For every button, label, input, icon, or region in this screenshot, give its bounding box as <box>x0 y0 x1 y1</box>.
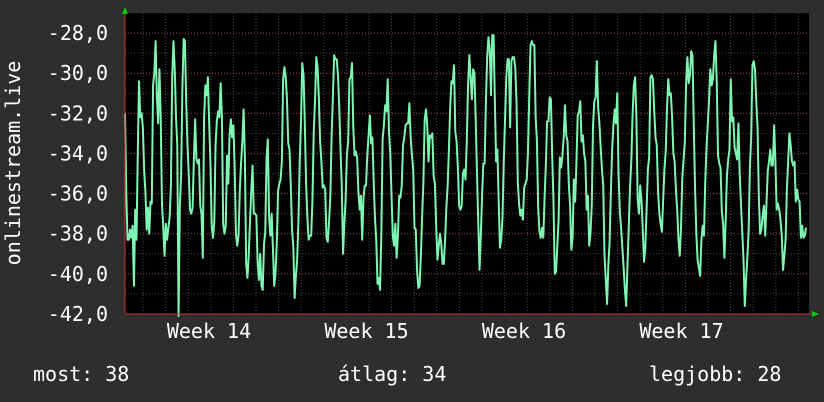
y-tick-label: -30,0 <box>48 61 108 85</box>
y-tick-label: -38,0 <box>48 222 108 246</box>
y-ticks: -28,0 -30,0 -32,0 -34,0 -36,0 -38,0 -40,0 -42,0 <box>48 21 108 326</box>
stat-current: most: 38 <box>33 362 130 386</box>
series-line <box>124 34 807 318</box>
x-axis-arrow <box>812 311 819 317</box>
y-tick-label: -34,0 <box>48 141 108 165</box>
y-tick-label: -36,0 <box>48 182 108 206</box>
y-tick-label: -28,0 <box>48 21 108 45</box>
chart: -28,0 -30,0 -32,0 -34,0 -36,0 -38,0 -40,0 -42,0… <box>1 7 819 343</box>
x-ticks: Week 14 Week 15 Week 16 Week 17 <box>167 319 724 343</box>
x-tick-label: Week 17 <box>639 319 723 343</box>
stat-average: átlag: 34 <box>338 362 447 386</box>
y-axis-label: onlinestream.live <box>1 61 25 266</box>
x-tick-label: Week 15 <box>324 319 408 343</box>
x-tick-label: Week 14 <box>167 319 251 343</box>
y-axis-arrow <box>122 7 128 14</box>
stat-max: legjobb: 28 <box>649 362 782 386</box>
x-tick-label: Week 16 <box>482 319 566 343</box>
y-tick-label: -40,0 <box>48 262 108 286</box>
y-tick-label: -32,0 <box>48 101 108 125</box>
y-tick-label: -42,0 <box>48 302 108 326</box>
